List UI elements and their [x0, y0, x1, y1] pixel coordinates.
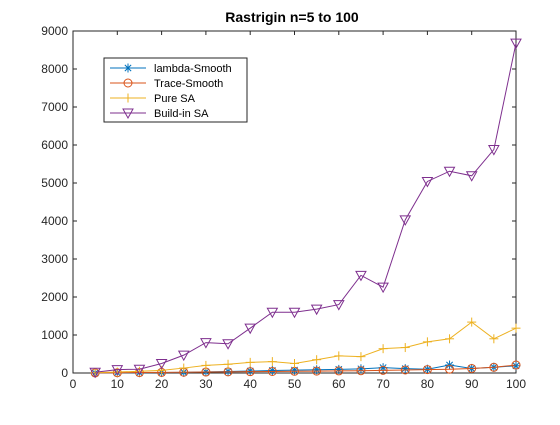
legend: lambda-Smooth Trace-Smooth Pure SA Build-in… [103, 57, 248, 123]
data-point-pure-sa [267, 357, 277, 367]
data-point-trace-smooth [467, 363, 477, 373]
data-point-trace-smooth [489, 362, 499, 372]
legend-label: Build-in SA [154, 108, 209, 120]
data-point-pure-sa [157, 365, 167, 375]
x-tick-label: 90 [465, 377, 479, 391]
data-point-build-in-sa [310, 304, 323, 316]
chart-title: Rastrigin n=5 to 100 [225, 9, 359, 25]
x-tick-label: 30 [199, 377, 213, 391]
data-point-pure-sa [511, 323, 521, 333]
data-point-pure-sa [223, 359, 233, 369]
x-tick-label: 10 [111, 377, 125, 391]
y-tick-label: 9000 [41, 24, 68, 38]
y-tick-label: 5000 [41, 176, 68, 190]
data-point-build-in-sa [200, 338, 212, 349]
data-point-trace-smooth [422, 365, 432, 375]
data-point-build-in-sa [355, 270, 367, 282]
data-point-pure-sa [422, 337, 432, 347]
data-point-pure-sa [445, 334, 455, 344]
data-point-trace-smooth [445, 364, 455, 374]
y-tick-label: 8000 [41, 62, 68, 76]
y-tick-label: 3000 [41, 252, 68, 266]
data-point-build-in-sa [222, 339, 234, 350]
y-tick-label: 2000 [41, 290, 68, 304]
legend-item-lambda-smooth: lambda-Smooth [110, 63, 232, 75]
x-tick-label: 50 [288, 377, 302, 391]
y-tick-label: 1000 [41, 328, 68, 342]
data-point-trace-smooth [334, 366, 344, 376]
data-point-pure-sa [201, 360, 211, 370]
data-point-build-in-sa [399, 215, 412, 226]
data-point-pure-sa [400, 343, 410, 353]
data-point-pure-sa [356, 352, 366, 362]
data-point-pure-sa [290, 359, 299, 368]
x-tick-label: 70 [376, 377, 390, 391]
data-point-build-in-sa [443, 166, 456, 178]
data-point-trace-smooth [312, 366, 322, 376]
data-point-trace-smooth [356, 366, 366, 376]
data-point-build-in-sa [332, 300, 345, 311]
data-point-build-in-sa [377, 282, 389, 294]
data-point-build-in-sa [488, 145, 500, 156]
data-point-trace-smooth [378, 365, 388, 375]
legend-item-trace-smooth: Trace-Smooth [110, 78, 223, 90]
data-point-build-in-sa [111, 365, 124, 376]
x-tick-label: 80 [421, 377, 435, 391]
data-point-build-in-sa [244, 323, 257, 335]
data-point-build-in-sa [177, 350, 190, 362]
legend-label: lambda-Smooth [154, 63, 232, 75]
legend-label: Pure SA [154, 93, 196, 105]
legend-label: Trace-Smooth [154, 78, 223, 90]
legend-item-pure-sa: Pure SA [110, 93, 196, 105]
legend-marker [123, 63, 133, 73]
data-point-trace-smooth [267, 366, 277, 376]
data-point-trace-smooth [511, 360, 521, 370]
x-tick-label: 60 [332, 377, 346, 391]
data-point-pure-sa [334, 351, 344, 361]
data-point-build-in-sa [266, 307, 279, 319]
data-point-pure-sa [245, 357, 255, 367]
x-tick-label: 100 [506, 377, 526, 391]
data-point-build-in-sa [288, 307, 301, 319]
x-tick-label: 0 [70, 377, 77, 391]
legend-box [103, 57, 248, 123]
y-tick-label: 7000 [41, 100, 68, 114]
y-tick-label: 0 [61, 366, 68, 380]
data-point-build-in-sa [421, 176, 434, 188]
data-point-trace-smooth [400, 365, 410, 375]
data-point-pure-sa [378, 344, 388, 354]
data-point-pure-sa [489, 334, 499, 344]
y-tick-label: 6000 [41, 138, 68, 152]
data-point-build-in-sa [465, 171, 478, 182]
legend-marker [123, 78, 133, 88]
data-point-build-in-sa [155, 359, 168, 370]
x-tick-label: 20 [155, 377, 169, 391]
y-tick-label: 4000 [41, 214, 68, 228]
data-point-pure-sa [312, 355, 322, 365]
data-point-build-in-sa [133, 364, 146, 376]
legend-marker [123, 93, 133, 103]
legend-item-build-in-sa: Build-in SA [110, 108, 209, 120]
data-point-build-in-sa [510, 38, 522, 50]
x-tick-label: 40 [244, 377, 258, 391]
legend-marker [122, 108, 134, 120]
data-point-pure-sa [179, 363, 189, 373]
data-point-pure-sa [467, 317, 477, 327]
data-point-build-in-sa [89, 367, 101, 379]
data-point-trace-smooth [245, 367, 255, 377]
